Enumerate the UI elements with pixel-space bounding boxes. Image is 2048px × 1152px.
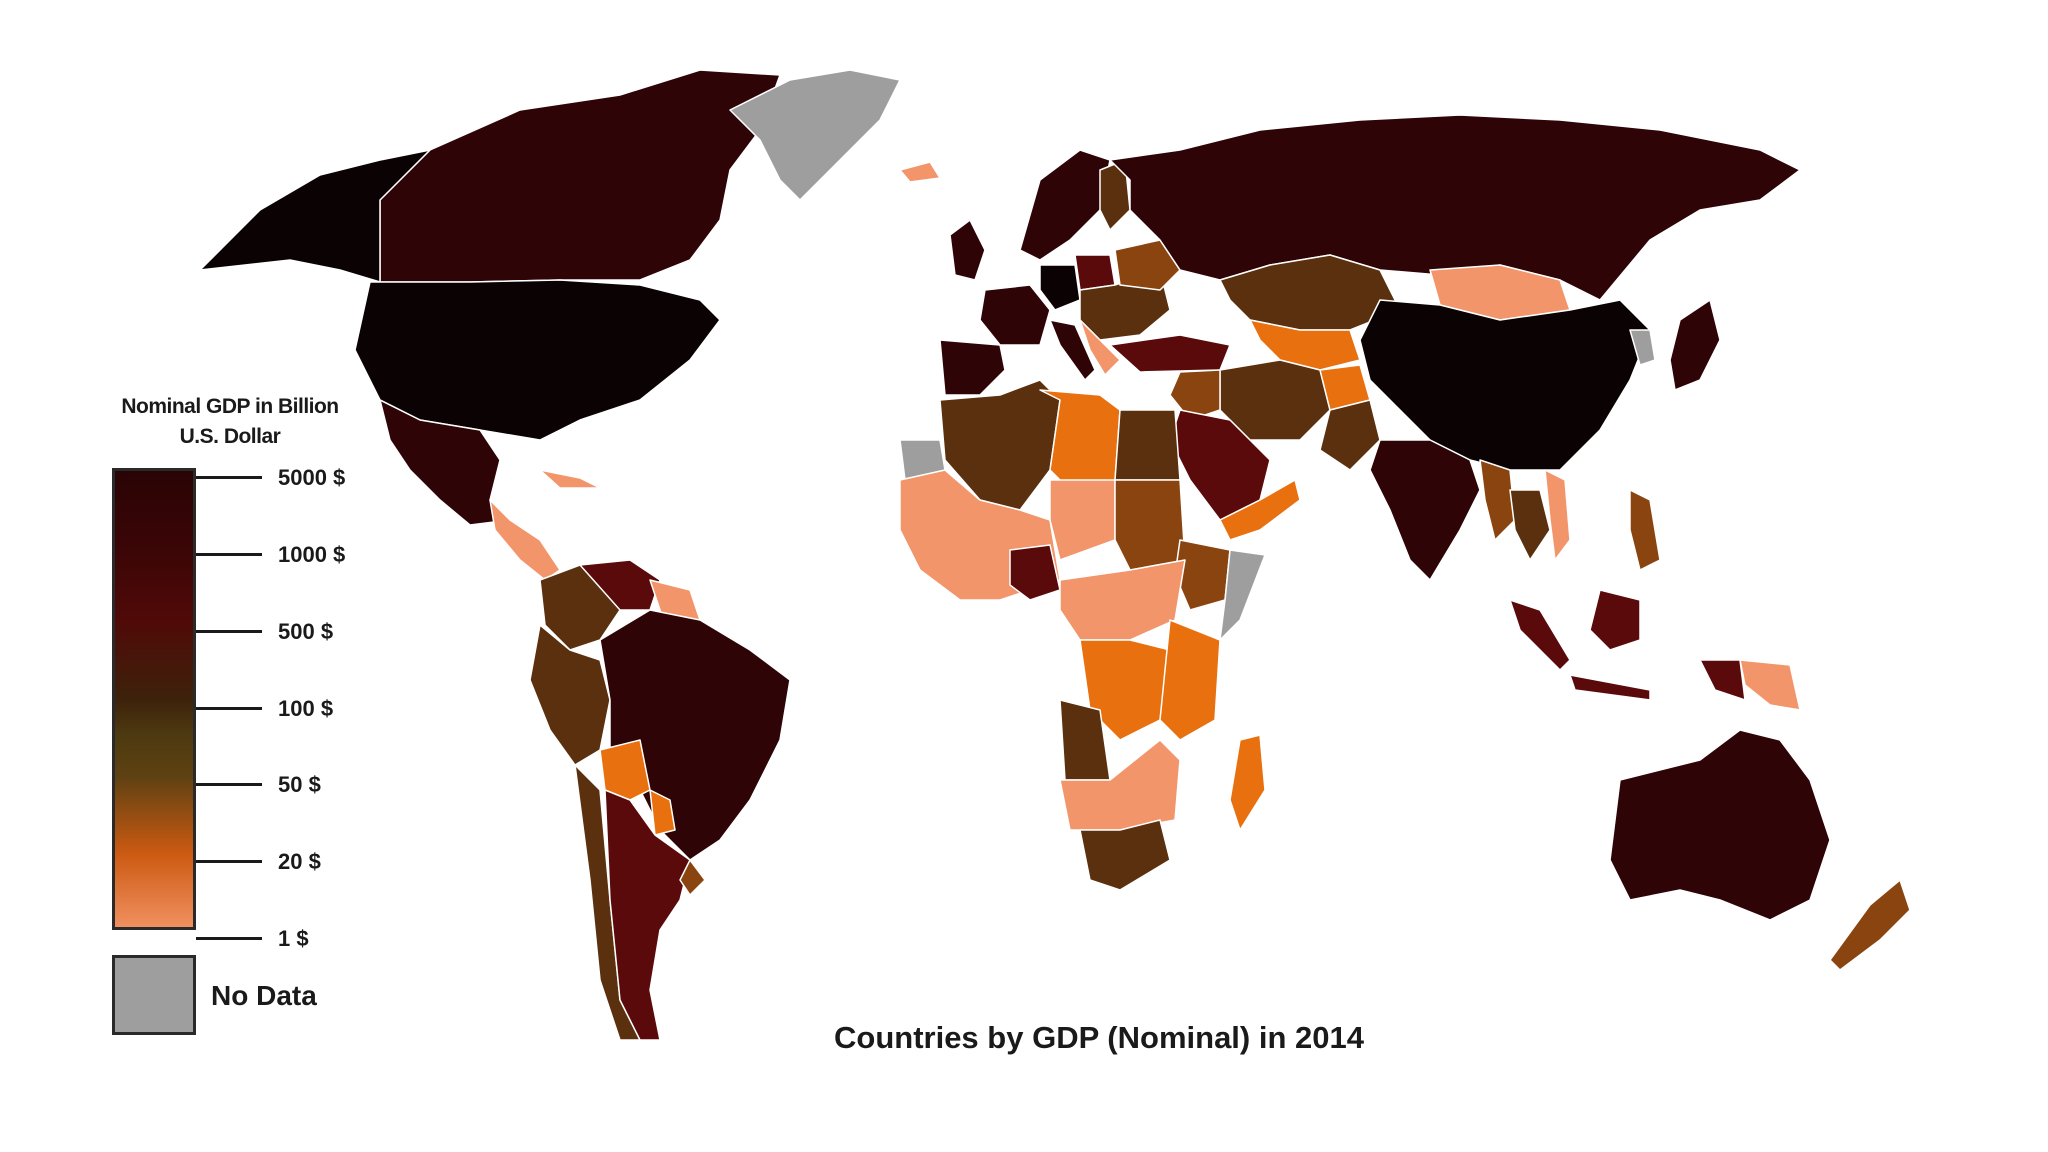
legend-tick-mark xyxy=(196,783,262,786)
region-balkans xyxy=(1079,319,1121,376)
country-pakistan xyxy=(1319,399,1381,471)
country-south-africa xyxy=(1079,819,1171,891)
legend-tick-label: 20 $ xyxy=(278,849,321,874)
country-iran xyxy=(1219,359,1331,441)
country-japan xyxy=(1669,299,1721,391)
map-title: Countries by GDP (Nominal) in 2014 xyxy=(834,1020,1364,1055)
country-uruguay xyxy=(679,859,706,896)
country-france xyxy=(979,284,1051,346)
legend-tick-label: 100 $ xyxy=(278,696,334,721)
country-paraguay xyxy=(649,789,676,836)
country-china xyxy=(1359,299,1651,471)
legend-tick-mark xyxy=(196,937,262,940)
country-chad-niger xyxy=(1049,479,1116,561)
country-thailand xyxy=(1509,489,1551,561)
country-kenya-tanzania xyxy=(1159,619,1221,741)
legend-tick-label: 1000 $ xyxy=(278,542,346,567)
country-indonesia-java xyxy=(1569,674,1651,701)
legend-no-data-label: No Data xyxy=(211,980,317,1011)
country-uk xyxy=(949,219,986,281)
region-central-america xyxy=(489,499,561,581)
legend-tick-label: 50 $ xyxy=(278,772,321,797)
country-iceland xyxy=(899,161,941,183)
country-vietnam xyxy=(1544,469,1571,561)
country-iberia xyxy=(939,339,1006,396)
legend-tick-mark xyxy=(196,476,262,479)
country-sudan xyxy=(1114,479,1186,571)
country-egypt xyxy=(1114,409,1181,481)
country-bolivia xyxy=(599,739,651,801)
country-norway-sweden xyxy=(1019,149,1111,261)
region-southern-africa xyxy=(1059,739,1181,831)
legend-tick-label: 500 $ xyxy=(278,619,334,644)
country-new-zealand xyxy=(1829,879,1911,971)
legend-tick-label: 1 $ xyxy=(278,926,309,951)
country-italy xyxy=(1049,319,1096,381)
country-korea xyxy=(1629,329,1656,366)
country-somalia xyxy=(1219,549,1266,641)
country-indonesia-sumatra xyxy=(1509,599,1571,671)
country-myanmar xyxy=(1479,459,1516,541)
country-png xyxy=(1739,659,1801,711)
legend-title: Nominal GDP in Billion U.S. Dollar xyxy=(100,392,360,452)
country-argentina xyxy=(604,789,691,1041)
country-ukraine xyxy=(1114,239,1181,291)
country-indonesia-papua xyxy=(1699,659,1746,701)
country-nigeria xyxy=(1009,544,1061,601)
legend-tick-mark xyxy=(196,553,262,556)
country-canada xyxy=(379,69,781,283)
country-australia xyxy=(1609,729,1831,921)
country-germany xyxy=(1039,264,1081,311)
legend-color-bar xyxy=(112,468,196,930)
country-turkey xyxy=(1109,334,1231,373)
legend-title-line2: U.S. Dollar xyxy=(179,425,281,448)
region-central-asia xyxy=(1249,319,1361,371)
legend-no-data-swatch xyxy=(112,955,196,1035)
region-central-africa xyxy=(1059,559,1186,641)
legend-tick-mark xyxy=(196,630,262,633)
legend-tick-mark xyxy=(196,707,262,710)
country-madagascar xyxy=(1229,734,1266,831)
country-indonesia-borneo xyxy=(1589,589,1641,651)
country-russia xyxy=(1109,114,1801,301)
legend-tick-mark xyxy=(196,860,262,863)
legend-title-line1: Nominal GDP in Billion xyxy=(121,395,339,418)
country-greenland xyxy=(729,69,901,201)
country-yemen-oman xyxy=(1219,479,1301,541)
country-cuba xyxy=(539,469,601,489)
country-india xyxy=(1369,439,1481,581)
country-alaska xyxy=(199,149,431,283)
country-poland xyxy=(1074,254,1116,291)
legend-tick-label: 5000 $ xyxy=(278,465,346,490)
country-philippines xyxy=(1629,489,1661,571)
